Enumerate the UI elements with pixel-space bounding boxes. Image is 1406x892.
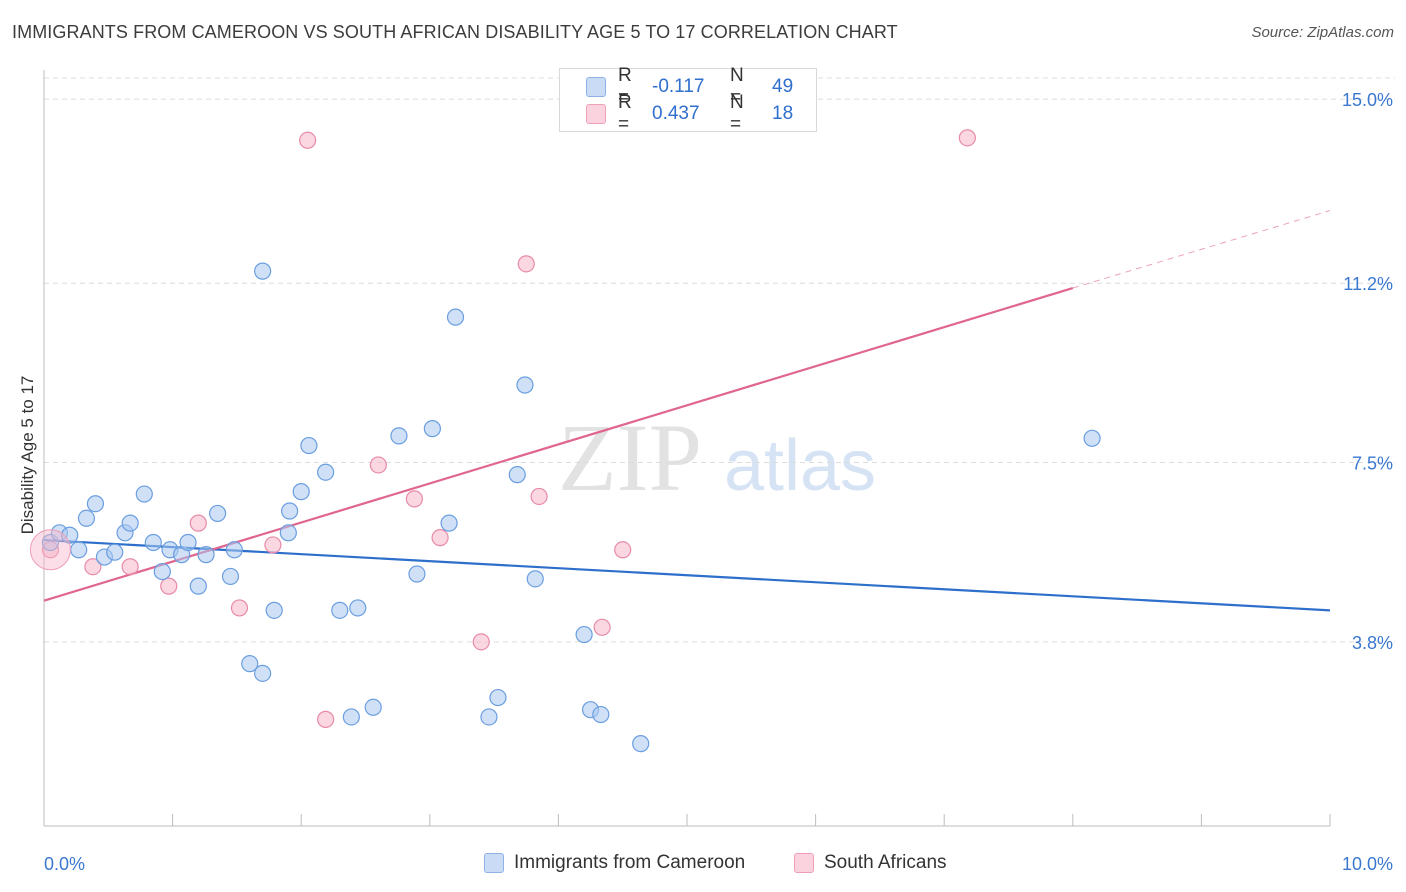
chart-title: IMMIGRANTS FROM CAMEROON VS SOUTH AFRICA… (12, 22, 898, 42)
point-cameroon (241, 655, 259, 673)
y-tick-label: 7.5% (1352, 454, 1393, 474)
point-cameroon (1083, 429, 1101, 447)
point-cameroon (179, 533, 197, 552)
x-tick-label: 0.0% (44, 854, 85, 874)
legend-n-label: N = (730, 65, 744, 108)
bottom-legend-label-south-africans: South Africans (824, 852, 947, 873)
point-south-africans (84, 558, 102, 576)
correlation-legend: R = -0.117 N = 49 R = 0.437 N = 18 (559, 65, 817, 135)
point-cameroon (197, 546, 215, 564)
point-cameroon (364, 698, 382, 716)
point-cameroon (489, 688, 507, 707)
legend-r-value: -0.117 (652, 76, 705, 97)
trend-line-cameroon (43, 538, 1331, 612)
point-south-africans (264, 536, 282, 554)
legend-swatch-cameroon (586, 77, 606, 97)
point-cameroon (342, 708, 360, 726)
point-south-africans (369, 456, 387, 474)
legend-r-label: R = (618, 92, 632, 135)
point-cameroon (480, 708, 498, 726)
point-south-africans (958, 129, 976, 147)
point-cameroon (408, 565, 426, 583)
point-south-africans (121, 558, 139, 576)
point-cameroon (86, 495, 105, 513)
point-south-africans (299, 131, 317, 149)
point-cameroon (225, 541, 243, 559)
point-cameroon (135, 485, 153, 503)
point-cameroon (254, 262, 272, 280)
point-cameroon (77, 509, 96, 527)
point-cameroon (106, 543, 124, 561)
point-south-africans (593, 618, 611, 636)
point-south-africans (530, 487, 548, 506)
point-cameroon (317, 463, 335, 481)
point-cameroon (423, 420, 441, 438)
point-south-africans (472, 633, 490, 651)
point-cameroon (189, 577, 207, 595)
point-cameroon (592, 705, 610, 724)
point-cameroon (390, 427, 408, 445)
point-cameroon (516, 376, 534, 394)
legend-r-value: 0.437 (652, 103, 700, 124)
bottom-legend-cameroon: Immigrants from Cameroon (484, 852, 745, 874)
legend-n-value: 49 (772, 76, 794, 97)
point-cameroon (349, 599, 367, 617)
trend-line-south-africans (43, 287, 1074, 602)
point-cameroon (575, 625, 593, 644)
bottom-legend-south-africans: South Africans (794, 852, 947, 874)
point-south-africans (189, 514, 207, 532)
watermark: ZIP atlas (558, 404, 876, 511)
point-cameroon (121, 514, 139, 532)
legend-swatch-south-africans (586, 104, 606, 124)
trend-line-extension (1072, 210, 1331, 289)
point-cameroon (508, 466, 526, 484)
point-cameroon (526, 570, 544, 588)
point-south-africans (517, 255, 535, 273)
point-south-africans-large (29, 529, 71, 571)
legend-r-label: R = (618, 65, 632, 108)
point-south-africans (317, 710, 335, 728)
bottom-legend-swatch-south-africans (794, 853, 814, 873)
y-tick-label: 3.8% (1352, 633, 1393, 653)
point-cameroon (254, 664, 272, 682)
point-cameroon (221, 567, 240, 586)
bottom-legend-label-cameroon: Immigrants from Cameroon (514, 852, 746, 873)
point-south-africans (230, 599, 249, 617)
legend-n-label: N = (730, 92, 744, 135)
point-cameroon (300, 436, 318, 455)
y-tick-label: 11.2% (1343, 274, 1393, 294)
point-cameroon (446, 308, 465, 326)
point-south-africans (405, 490, 423, 508)
watermark-zip: ZIP (558, 404, 702, 511)
source-label: Source: ZipAtlas.com (1251, 24, 1394, 41)
point-cameroon (331, 601, 349, 619)
point-cameroon (292, 483, 310, 501)
point-cameroon (209, 504, 227, 523)
point-cameroon (144, 533, 162, 552)
point-south-africans (160, 577, 178, 595)
point-cameroon (265, 601, 283, 619)
bottom-legend-swatch-cameroon (484, 853, 504, 873)
point-cameroon (281, 502, 299, 520)
y-tick-label: 15.0% (1342, 90, 1393, 110)
watermark-atlas: atlas (724, 426, 876, 506)
x-tick-label: 10.0% (1342, 854, 1393, 874)
point-south-africans (614, 541, 632, 559)
point-cameroon (440, 514, 458, 532)
point-south-africans (431, 529, 449, 547)
point-cameroon (279, 524, 297, 542)
point-cameroon (70, 541, 88, 559)
point-cameroon (153, 562, 171, 581)
legend-n-value: 18 (772, 103, 794, 124)
point-cameroon (632, 735, 650, 753)
